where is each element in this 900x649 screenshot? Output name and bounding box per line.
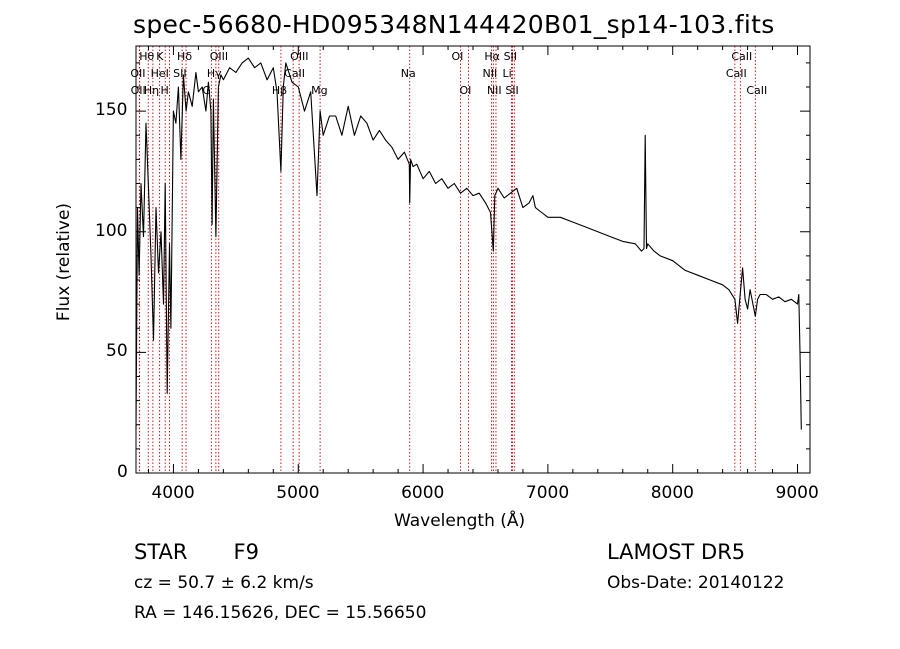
observation-date: Obs-Date: 20140122 bbox=[607, 573, 785, 593]
object-class-line: STAR F9 bbox=[134, 540, 259, 564]
line-marker-label: HeI bbox=[150, 67, 169, 80]
line-marker-label: CaII bbox=[731, 50, 753, 63]
line-marker-label: CaII bbox=[725, 67, 747, 80]
spectrum-series bbox=[135, 57, 802, 430]
line-marker-label: SII bbox=[503, 50, 518, 63]
plot-border bbox=[135, 45, 811, 474]
object-class: STAR bbox=[134, 540, 188, 564]
line-marker-label: OII bbox=[130, 84, 146, 97]
x-tick-label: 8000 bbox=[650, 483, 694, 503]
line-marker-label: Li bbox=[502, 67, 512, 80]
line-marker-label: OI bbox=[459, 84, 472, 97]
line-marker-label: NII bbox=[486, 84, 502, 97]
line-marker-label: OIII bbox=[209, 50, 229, 63]
plot-frame bbox=[135, 45, 811, 474]
x-tick-label: 9000 bbox=[775, 483, 819, 503]
line-marker-label: OIII bbox=[290, 50, 309, 63]
line-marker-label: OI bbox=[451, 50, 464, 63]
spectrum-line bbox=[135, 57, 802, 430]
spectral-subclass: F9 bbox=[233, 540, 259, 564]
line-marker-label: K bbox=[156, 50, 164, 63]
line-marker-label: Mg bbox=[311, 84, 328, 97]
y-tick-label: 100 bbox=[95, 220, 128, 241]
line-marker-label: SII bbox=[173, 67, 187, 80]
line-marker-label: Hα bbox=[484, 50, 500, 63]
y-axis-label: Flux (relative) bbox=[54, 202, 74, 322]
line-marker-label: Hδ bbox=[177, 50, 193, 63]
x-tick-label: 6000 bbox=[401, 483, 445, 503]
line-marker-label: Hβ bbox=[271, 84, 288, 97]
line-marker-label: G bbox=[202, 84, 211, 97]
sky-coordinates: RA = 146.15626, DEC = 15.56650 bbox=[134, 603, 427, 623]
redshift-velocity: cz = 50.7 ± 6.2 km/s bbox=[134, 573, 314, 593]
line-marker-label: Na bbox=[400, 67, 416, 80]
line-marker-label: OII bbox=[130, 67, 146, 80]
y-tick-label: 0 bbox=[117, 462, 128, 482]
emission-line-markers bbox=[138, 46, 756, 473]
y-tick-label: 150 bbox=[95, 100, 128, 121]
x-tick-label: 4000 bbox=[151, 483, 195, 503]
y-tick-label: 50 bbox=[106, 341, 128, 362]
x-tick-label: 5000 bbox=[276, 483, 320, 503]
x-tick-label: 7000 bbox=[525, 483, 570, 503]
line-marker-label: SII bbox=[505, 84, 519, 97]
chart-title: spec-56680-HD095348N144420B01_sp14-103.f… bbox=[133, 10, 775, 39]
axis-ticks bbox=[136, 46, 810, 473]
line-marker-label: H bbox=[160, 84, 169, 97]
line-marker-label: NII bbox=[482, 67, 498, 80]
line-marker-label: Hγ bbox=[206, 67, 222, 80]
line-marker-label: CaII bbox=[284, 67, 306, 80]
line-marker-label: Hη bbox=[143, 84, 160, 97]
survey-name: LAMOST DR5 bbox=[607, 540, 746, 564]
x-axis-label: Wavelength (Å) bbox=[394, 511, 526, 531]
line-marker-label: Hθ bbox=[139, 50, 155, 63]
line-marker-label: CaII bbox=[746, 84, 768, 97]
